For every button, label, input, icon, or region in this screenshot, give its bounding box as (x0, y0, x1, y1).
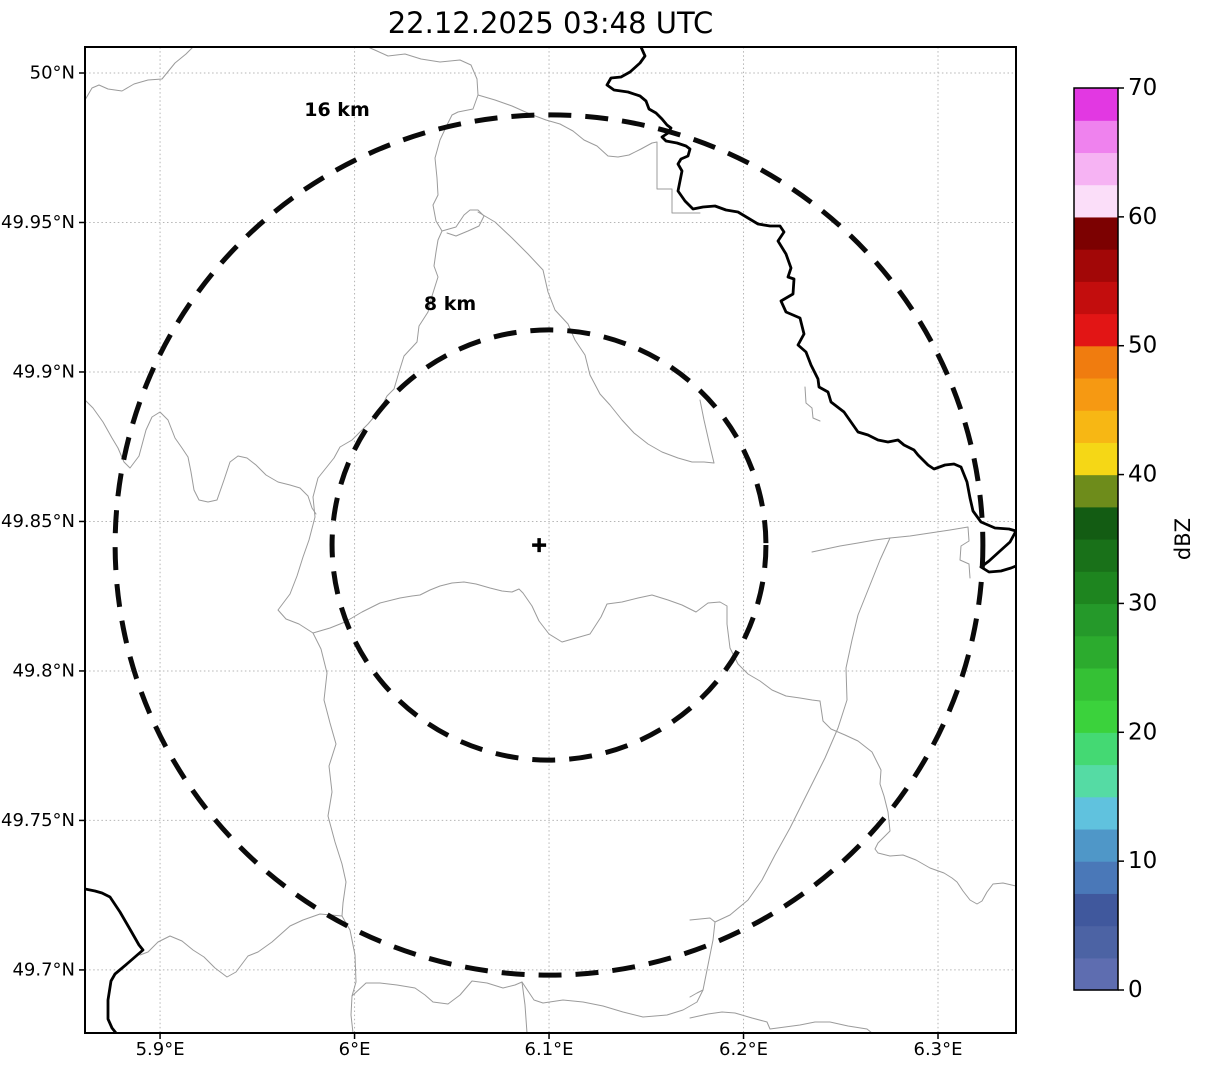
range-ring-label: 8 km (424, 293, 476, 315)
colorbar-tick-label: 70 (1128, 75, 1157, 101)
colorbar-segment (1074, 281, 1118, 315)
map-layer: 16 km 8 km (85, 47, 1016, 1033)
colorbar-segment (1074, 603, 1118, 637)
colorbar-segment (1074, 861, 1118, 894)
admin-boundary-line (441, 209, 485, 237)
range-ring-8km (329, 327, 769, 763)
colorbar-segment (1074, 925, 1118, 959)
y-tick-label: 49.75°N (1, 810, 75, 831)
colorbar-segment (1074, 796, 1118, 830)
colorbar-tick-label: 0 (1128, 977, 1143, 1003)
colorbar-segment (1074, 216, 1118, 250)
colorbar-segment (1074, 667, 1118, 701)
colorbar-segment (1074, 893, 1118, 927)
colorbar-tick-label: 60 (1128, 204, 1157, 230)
colorbar-segment (1074, 828, 1118, 862)
admin-boundary-line (811, 526, 971, 579)
colorbar-segment (1074, 345, 1118, 379)
admin-boundary-line (699, 399, 715, 464)
colorbar-segment (1074, 539, 1118, 572)
colorbar-tick-label: 50 (1128, 333, 1157, 359)
x-tick-label: 6.3°E (914, 1039, 963, 1060)
y-tick-label: 49.7°N (12, 959, 75, 980)
chart-title: 22.12.2025 03:48 UTC (387, 6, 714, 40)
y-tick-label: 50°N (30, 63, 75, 84)
river-border-line (605, 47, 1016, 574)
admin-boundary-line (351, 980, 704, 1018)
colorbar-segment (1074, 184, 1118, 218)
admin-boundary-line (521, 981, 528, 1033)
colorbar-segment (1074, 442, 1118, 476)
colorbar-segment (1074, 635, 1118, 669)
river-border-line (85, 887, 145, 1033)
colorbar-segment (1074, 474, 1118, 508)
colorbar-tick-label: 10 (1128, 848, 1157, 874)
y-tick-label: 49.8°N (12, 660, 75, 681)
admin-boundary-line (477, 211, 715, 464)
graticule-grid (85, 47, 1016, 1033)
admin-boundary-line (85, 47, 194, 101)
radar-site-marker (532, 538, 547, 553)
colorbar-segment (1074, 313, 1118, 347)
colorbar-segment (1074, 120, 1118, 154)
admin-boundary-line (341, 915, 357, 1033)
map-background (85, 47, 1016, 1033)
admin-boundary-line (689, 917, 716, 998)
colorbar-tick-label: 40 (1128, 462, 1157, 488)
x-tick-label: 6.1°E (525, 1039, 574, 1060)
colorbar-layer: 0 10 20 30 40 50 60 70 dBZ (1073, 75, 1195, 1003)
colorbar-axis-label: dBZ (1171, 518, 1195, 560)
y-tick-label: 49.95°N (1, 212, 75, 233)
colorbar-segment (1074, 410, 1118, 443)
admin-boundary-line (714, 537, 891, 923)
colorbar-segment (1074, 88, 1118, 121)
colorbar-segment (1074, 732, 1118, 766)
admin-boundary-line (139, 913, 343, 978)
colorbar-segment (1074, 764, 1118, 798)
colorbar-tick-label: 20 (1128, 719, 1157, 745)
colorbar-segment (1074, 506, 1118, 540)
colorbar-segment (1074, 700, 1118, 733)
x-tick-label: 6°E (339, 1039, 371, 1060)
colorbar-segment (1074, 249, 1118, 282)
admin-boundary-line (85, 399, 317, 515)
colorbar-tick-label: 30 (1128, 590, 1157, 616)
admin-boundary-line (804, 386, 821, 422)
y-tick-label: 49.9°N (12, 361, 75, 382)
x-tick-label: 6.2°E (719, 1039, 768, 1060)
range-ring-16km (112, 112, 986, 978)
axes-spines (84, 46, 1017, 1034)
colorbar-segment (1074, 152, 1118, 186)
colorbar-segment (1074, 571, 1118, 605)
colorbar-frame (1073, 87, 1119, 991)
range-ring-label: 16 km (304, 99, 370, 121)
admin-boundary-line (819, 700, 1016, 905)
colorbar-segment (1074, 377, 1118, 411)
geography (85, 47, 1016, 1033)
colorbar-segment (1074, 957, 1118, 991)
axes-layer: 5.9°E 6°E 6.1°E 6.2°E 6.3°E 50°N 49.95°N 49.9°N… (1, 46, 1017, 1060)
x-tick-label: 5.9°E (136, 1039, 185, 1060)
y-tick-label: 49.85°N (1, 511, 75, 532)
admin-boundary-line (277, 47, 479, 917)
admin-boundary-line (689, 1011, 873, 1033)
